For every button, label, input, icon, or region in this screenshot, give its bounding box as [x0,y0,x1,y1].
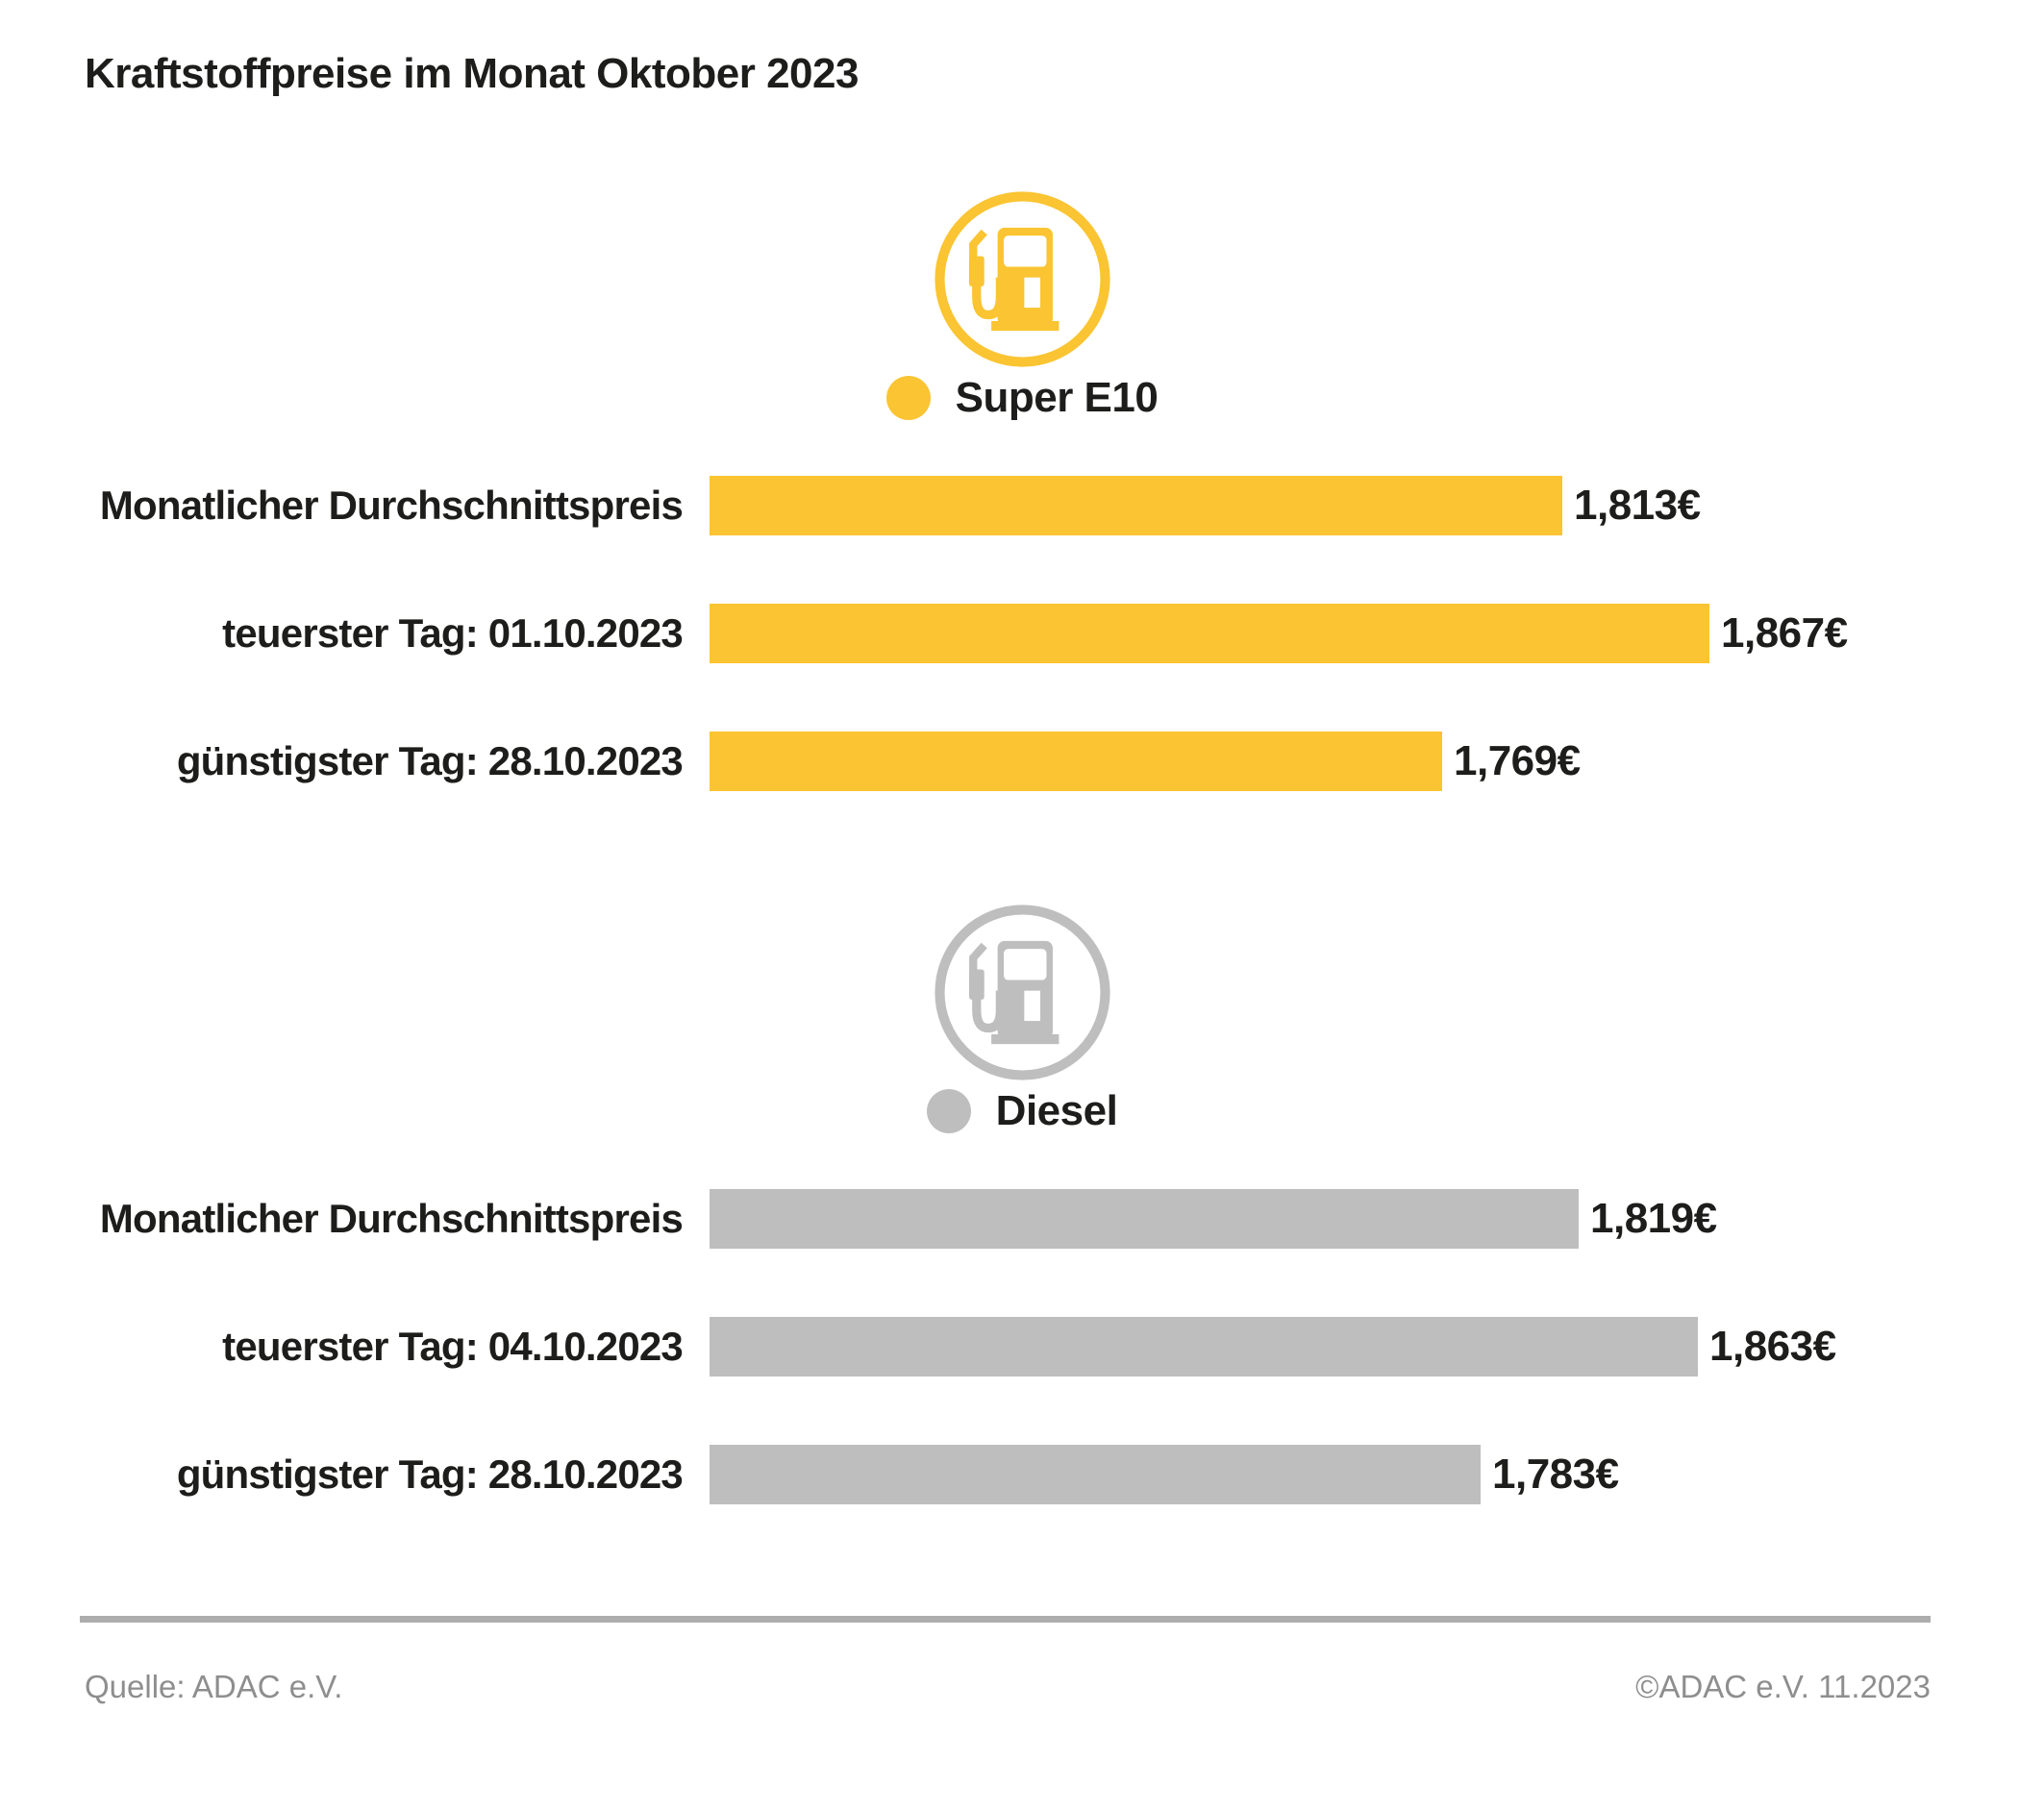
bar-value-label: 1,783€ [1492,1451,1619,1498]
bar-row-label: Monatlicher Durchschnittspreis [99,483,684,528]
bar-row-diesel-cheapest-day: günstigster Tag: 28.10.2023 1,783€ [0,1445,2044,1504]
bar-value-label: 1,819€ [1590,1195,1717,1242]
bar-diesel-average [710,1189,1579,1249]
bar-value-label: 1,813€ [1574,482,1701,529]
legend-label-diesel: Diesel [995,1087,1118,1134]
footer-copyright: ©ADAC e.V. 11.2023 [1635,1669,1931,1704]
bar-row-label: teuerster Tag: 01.10.2023 [222,610,684,656]
bar-row-label: Monatlicher Durchschnittspreis [99,1196,684,1241]
fuel-pump-icon [934,191,1110,367]
footer-divider [80,1616,1931,1623]
legend-label-super-e10: Super E10 [955,374,1159,421]
bar-row-super-cheapest-day: günstigster Tag: 28.10.2023 1,769€ [0,732,2044,791]
page-title: Kraftstoffpreise im Monat Oktober 2023 [85,50,859,97]
footer-source: Quelle: ADAC e.V. [85,1669,343,1704]
bar-super-cheapest [710,732,1442,791]
bar-row-diesel-average: Monatlicher Durchschnittspreis 1,819€ [0,1189,2044,1249]
bar-super-most-expensive [710,604,1709,663]
bar-row-label: günstigster Tag: 28.10.2023 [176,1451,684,1497]
legend-super-e10: Super E10 [0,373,2044,423]
legend-dot-super-e10 [885,376,931,420]
bar-row-super-average: Monatlicher Durchschnittspreis 1,813€ [0,476,2044,535]
bar-value-label: 1,867€ [1721,609,1848,657]
bar-value-label: 1,863€ [1709,1323,1836,1370]
bar-row-diesel-most-expensive-day: teuerster Tag: 04.10.2023 1,863€ [0,1317,2044,1377]
fuel-pump-icon [934,905,1110,1080]
bar-diesel-most-expensive [710,1317,1698,1377]
bar-super-average [710,476,1562,535]
diesel-fuel-pump-icon-wrap [0,904,2044,1081]
bar-row-label: günstigster Tag: 28.10.2023 [176,738,684,783]
legend-dot-diesel [926,1089,971,1133]
super-e10-fuel-pump-icon-wrap [0,190,2044,368]
bar-row-label: teuerster Tag: 04.10.2023 [222,1324,684,1369]
bar-diesel-cheapest [710,1445,1481,1504]
bar-row-super-most-expensive-day: teuerster Tag: 01.10.2023 1,867€ [0,604,2044,663]
legend-diesel: Diesel [0,1086,2044,1136]
bar-value-label: 1,769€ [1454,737,1581,784]
